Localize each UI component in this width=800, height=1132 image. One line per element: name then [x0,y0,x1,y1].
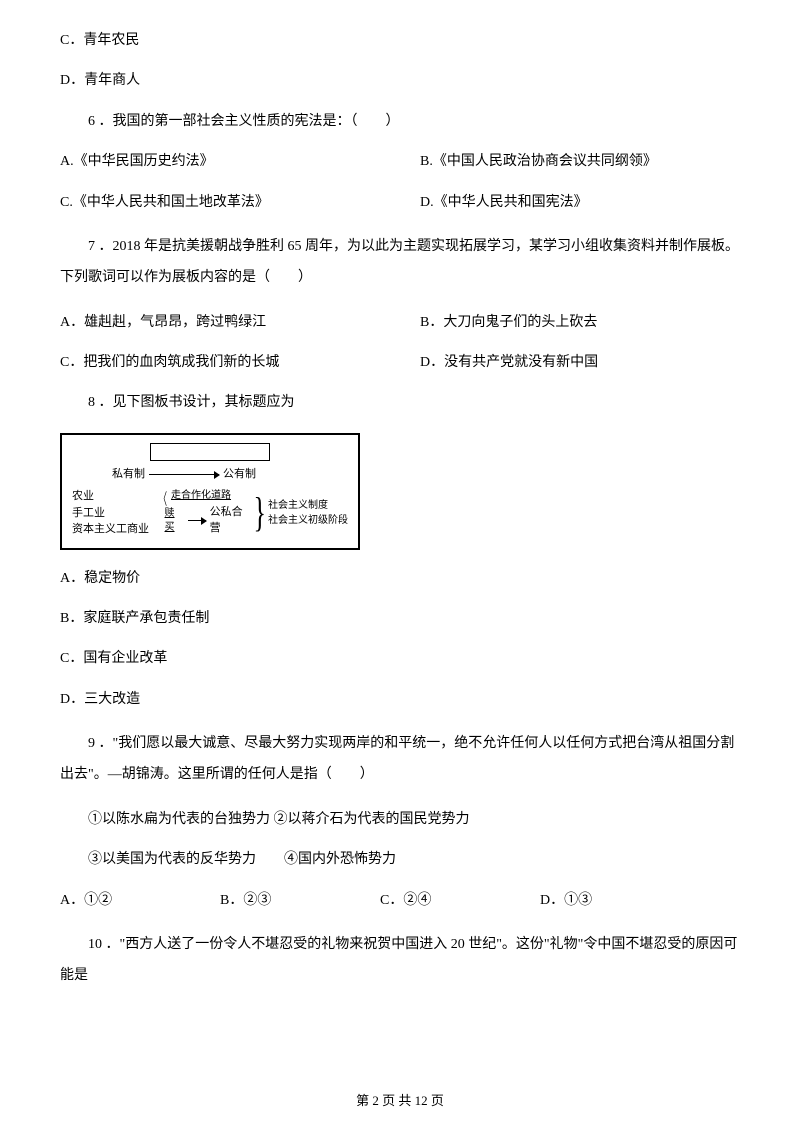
q8-option-c: C．国有企业改革 [60,648,740,670]
q8-option-b: B．家庭联产承包责任制 [60,608,740,630]
diagram-redeem: 赎买 [165,507,184,535]
diagram-hand: 手工业 [72,505,149,522]
diagram-joint: 公私合营 [210,505,252,536]
q6-option-a: A.《中华民国历史约法》 [60,151,420,173]
prev-option-d: D．青年商人 [60,70,740,92]
q6-option-d: D.《中华人民共和国宪法》 [420,192,588,214]
q6-option-c: C.《中华人民共和国土地改革法》 [60,192,420,214]
diagram-stage: 社会主义初级阶段 [268,513,348,528]
q8-option-d: D．三大改造 [60,689,740,711]
arrow-icon [188,520,206,521]
q6-option-b: B.《中国人民政治协商会议共同纲领》 [420,151,657,173]
q10-stem: 10 ．"西方人送了一份令人不堪忍受的礼物来祝贺中国进入 20 世纪"。这份"礼… [60,930,740,992]
diagram-cap: 资本主义工商业 [72,521,149,538]
q7-stem: 7 ．2018 年是抗美援朝战争胜利 65 周年，为以此为主题实现拓展学习，某学… [60,232,740,294]
q8-stem: 8 ．见下图板书设计，其标题应为 [60,392,740,414]
page-footer: 第 2 页 共 12 页 [0,1091,800,1112]
q9-option-c: C．②④ [380,890,540,912]
q9-items-12: ①以陈水扁为代表的台独势力 ②以蒋介石为代表的国民党势力 [60,809,740,831]
q6-stem: 6 ．我国的第一部社会主义性质的宪法是：（ ） [60,111,740,133]
diagram-system: 社会主义制度 [268,498,348,513]
q9-option-b: B．②③ [220,890,380,912]
q8-option-a: A．稳定物价 [60,568,740,590]
diagram-title-blank [150,443,270,461]
diagram-left-labels: 农业 手工业 资本主义工商业 [72,488,149,538]
q9-option-d: D．①③ [540,890,700,912]
q7-option-a: A．雄赳赳，气昂昂，跨过鸭绿江 [60,312,420,334]
q8-diagram: 私有制 公有制 农业 手工业 资本主义工商业 〉 走合作化道路 赎买 公私合营 … [60,433,360,550]
q7-option-c: C．把我们的血肉筑成我们新的长城 [60,352,420,374]
q7-option-b: B．大刀向鬼子们的头上砍去 [420,312,597,334]
diagram-agri: 农业 [72,488,149,505]
diagram-private: 私有制 [112,467,145,482]
diagram-right-labels: 社会主义制度 社会主义初级阶段 [268,498,348,528]
q9-stem: 9 ．"我们愿以最大诚意、尽最大努力实现两岸的和平统一，绝不允许任何人以任何方式… [60,729,740,791]
q7-option-d: D．没有共产党就没有新中国 [420,352,598,374]
diagram-coop: 走合作化道路 [171,489,231,503]
arrow-icon [149,474,219,475]
diagram-public: 公有制 [223,467,256,482]
q9-items-34: ③以美国为代表的反华势力 ④国内外恐怖势力 [60,849,740,871]
brace-icon: } [254,500,266,525]
q9-option-a: A．①② [60,890,220,912]
prev-option-c: C．青年农民 [60,30,740,52]
